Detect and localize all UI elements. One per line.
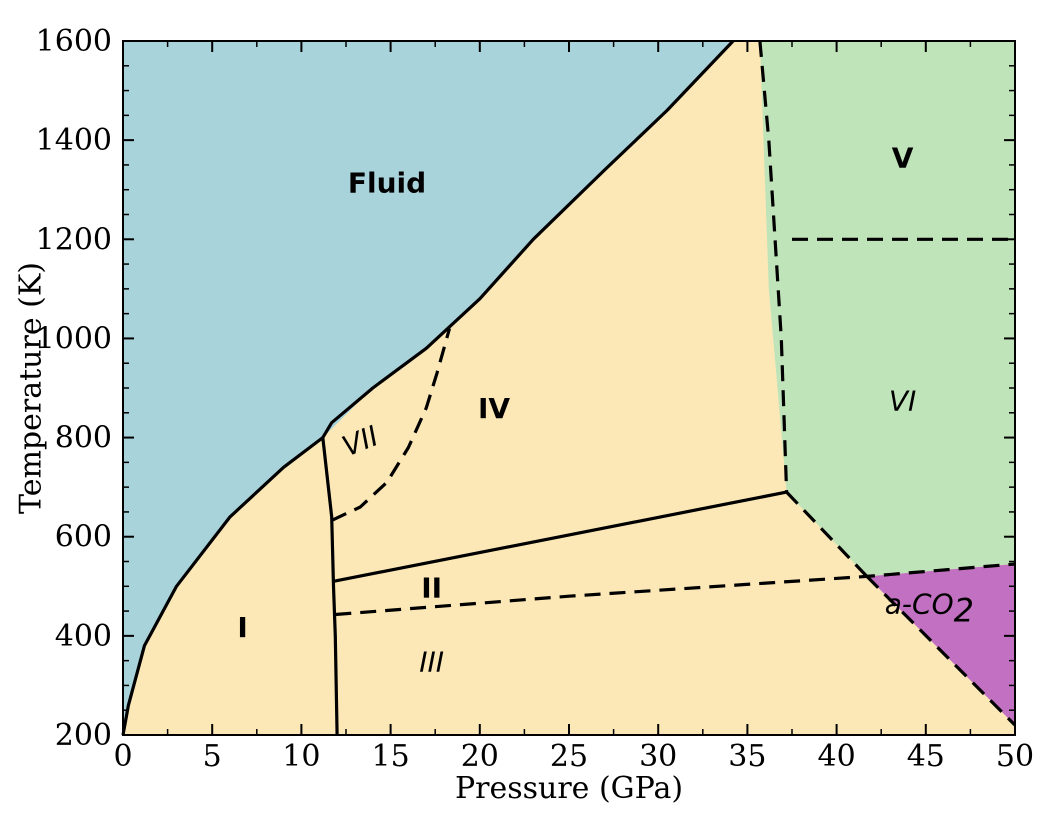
- x-tick-label: 10: [282, 739, 320, 774]
- y-tick-label: 400: [55, 619, 112, 654]
- region-fill-v: [759, 41, 1015, 577]
- x-tick-label: 40: [818, 739, 856, 774]
- I-boundary-line: [321, 437, 339, 736]
- x-tick-label: 35: [728, 739, 766, 774]
- x-tick-label: 30: [639, 739, 677, 774]
- axis-ticks: [122, 40, 1016, 736]
- y-tick-label: 1400: [36, 123, 112, 158]
- phase-boundaries: [121, 39, 1017, 736]
- amorphous-III-boundary-line: [865, 575, 1017, 727]
- y-tick-label: 200: [55, 718, 112, 753]
- region-label-a-co2: a-CO2: [885, 588, 974, 630]
- region-label-i: I: [237, 611, 247, 644]
- x-tick-label: 5: [203, 739, 222, 774]
- x-tick-label: 0: [113, 739, 132, 774]
- region-label-vi: VI: [889, 384, 916, 417]
- x-axis-title: Pressure (GPa): [455, 771, 683, 806]
- region-fill-fluid: [123, 41, 734, 735]
- x-tick-label: 20: [461, 739, 499, 774]
- phase-regions: [123, 41, 1015, 735]
- y-tick-label: 800: [55, 421, 112, 456]
- IV-II-boundary-line: [333, 490, 787, 583]
- II-III-boundary-line: [335, 562, 1016, 617]
- y-tick-label: 1600: [36, 24, 112, 59]
- x-tick-label: 50: [996, 739, 1034, 774]
- VII-boundary-line: [331, 328, 452, 522]
- IV-VI-boundary-line: [758, 40, 789, 493]
- x-tick-label: 15: [372, 739, 410, 774]
- region-label-fluid: Fluid: [348, 166, 426, 199]
- y-tick-label: 600: [55, 520, 112, 555]
- region-label-v: V: [892, 141, 914, 174]
- region-label-ii: II: [421, 571, 442, 604]
- region-label-iv: IV: [478, 392, 510, 425]
- x-tick-label: 45: [907, 739, 945, 774]
- x-tick-label: 25: [550, 739, 588, 774]
- y-tick-label: 1000: [36, 321, 112, 356]
- VI-amorphous-boundary-line: [785, 490, 869, 578]
- y-tick-label: 1200: [36, 222, 112, 257]
- y-axis-title: Temperature (K): [14, 262, 49, 514]
- region-label-iii: III: [419, 646, 444, 679]
- region-fill-a-co2: [866, 564, 1015, 726]
- axis-tick-labels: 0 5 10 15 20 25 30 35 40 45 50 200 400 600 800 1000 1200…: [36, 24, 1034, 774]
- melting-curve-line: [121, 39, 735, 736]
